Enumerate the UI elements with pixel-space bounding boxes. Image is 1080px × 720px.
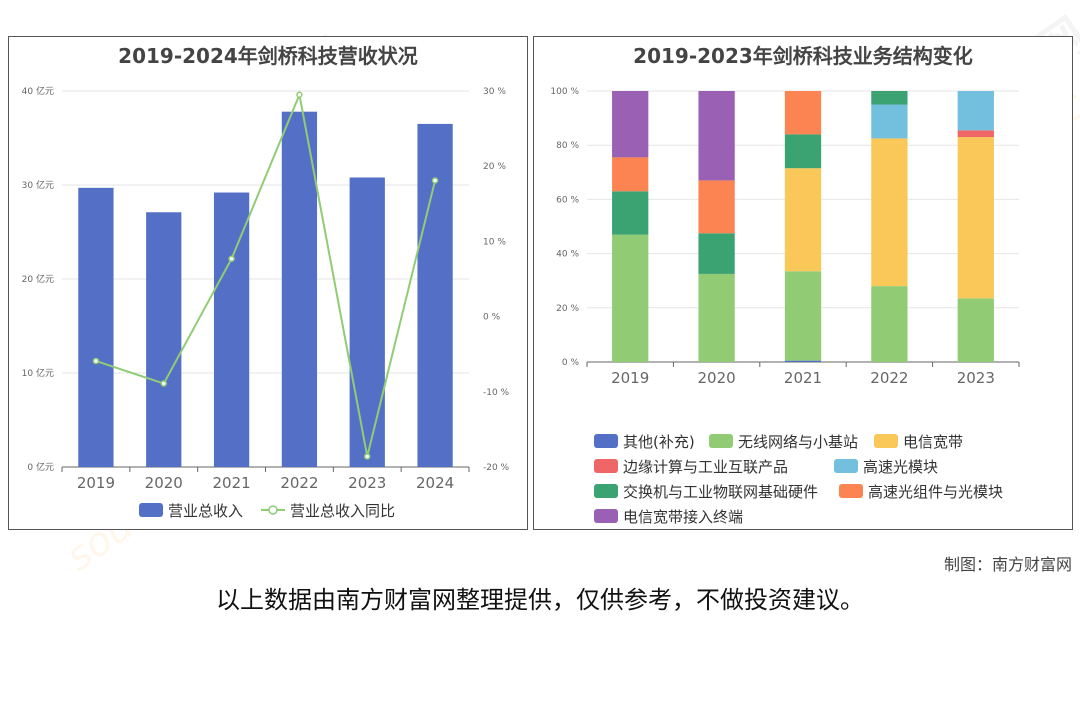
structure-chart: 0 % 20 % 40 % 60 % 80 % 100 % 2019 2020 2021 2022…	[550, 87, 1020, 526]
line-point	[92, 357, 100, 365]
stack-segment	[612, 234, 649, 362]
bar-revenue	[281, 111, 318, 468]
bar-revenue	[146, 212, 182, 467]
line-point	[431, 177, 439, 184]
line-point	[364, 453, 371, 460]
stack-segment	[784, 360, 822, 362]
legend-label: 其他(补充)	[623, 433, 695, 451]
structure-chart-title: 2019-2023年剑桥科技业务结构变化	[633, 44, 973, 68]
stack-segment	[698, 180, 735, 234]
y-tick-label: 80 %	[556, 141, 579, 151]
legend-swatch	[594, 484, 618, 498]
bar-revenue	[78, 187, 114, 467]
legend-swatch	[874, 434, 898, 448]
y-tick-label: 20 %	[556, 304, 579, 314]
disclaimer-text: 以上数据由南方财富网整理提供，仅供参考，不做投资建议。	[216, 586, 864, 614]
stack-segment	[784, 91, 822, 135]
x-tick-label: 2023	[957, 369, 995, 387]
legend-label: 营业总收入	[168, 502, 243, 520]
y-tick-label: 0 %	[562, 358, 580, 368]
legend-swatch	[594, 459, 618, 473]
x-tick-label: 2020	[145, 474, 183, 492]
y2-tick-label: 20 %	[483, 162, 506, 172]
stack-segment	[784, 271, 822, 361]
y-tick-label: 60 %	[556, 195, 579, 205]
stack-segment	[612, 191, 649, 235]
y-tick-label: 100 %	[550, 87, 579, 97]
stack-segment	[957, 137, 994, 299]
stack-segment	[612, 91, 649, 158]
legend-swatch	[839, 484, 863, 498]
y2-tick-label: -20 %	[483, 463, 510, 473]
stack-segment	[784, 168, 822, 272]
x-tick-label: 2023	[348, 474, 386, 492]
line-yoy	[95, 91, 437, 457]
legend-swatch	[594, 434, 618, 448]
y2-tick-label: -10 %	[483, 388, 510, 398]
stack-segment	[612, 157, 649, 192]
legend-label: 营业总收入同比	[290, 502, 395, 520]
stack-segment	[957, 298, 994, 362]
y-tick-label: 40 亿元	[22, 85, 54, 97]
x-tick-label: 2020	[698, 369, 736, 387]
legend-swatch	[709, 434, 733, 448]
legend-swatch	[834, 459, 858, 473]
y2-tick-label: 10 %	[483, 237, 506, 247]
x-tick-label: 2019	[77, 474, 115, 492]
stack-segment	[784, 134, 822, 169]
chart-credit: 制图：南方财富网	[943, 555, 1072, 574]
x-tick-label: 2024	[416, 474, 454, 492]
y-tick-label: 40 %	[556, 250, 579, 260]
stack-segment	[698, 91, 735, 181]
line-point	[296, 91, 303, 99]
stack-segment	[871, 286, 908, 362]
bar-revenue	[417, 123, 453, 468]
stack-segment	[871, 91, 908, 105]
legend-label: 交换机与工业物联网基础硬件	[623, 483, 818, 501]
legend-label: 无线网络与小基站	[738, 433, 858, 451]
legend-label: 边缘计算与工业互联产品	[623, 458, 788, 476]
x-tick-label: 2019	[611, 369, 649, 387]
y2-tick-label: 0 %	[483, 313, 501, 323]
legend-label: 高速光模块	[863, 458, 938, 476]
legend-swatch-revenue	[139, 503, 163, 517]
legend-label: 高速光组件与光模块	[868, 483, 1003, 501]
line-point	[228, 255, 235, 262]
x-tick-label: 2022	[280, 474, 318, 492]
x-tick-label: 2021	[784, 369, 822, 387]
bar-revenue	[213, 192, 250, 467]
y-tick-label: 20 亿元	[22, 273, 54, 285]
line-point	[160, 380, 167, 387]
bar-revenue	[349, 177, 385, 468]
legend-swatch-yoy-point	[268, 505, 278, 515]
stack-segment	[871, 104, 908, 139]
stack-segment	[957, 91, 994, 131]
stack-segment	[698, 233, 735, 274]
y-tick-label: 0 亿元	[27, 461, 54, 473]
y-tick-label: 10 亿元	[22, 367, 54, 379]
y-tick-label: 30 亿元	[22, 179, 54, 191]
revenue-chart: 0 亿元 10 亿元 20 亿元 30 亿元 40 亿元 -20 % -10 % 0 % 10 …	[22, 85, 510, 520]
legend-label: 电信宽带	[903, 433, 963, 451]
revenue-chart-title: 2019-2024年剑桥科技营收状况	[118, 44, 418, 68]
stack-segment	[957, 130, 994, 138]
legend-label: 电信宽带接入终端	[623, 508, 743, 526]
x-tick-label: 2022	[870, 369, 908, 387]
y2-tick-label: 30 %	[483, 87, 506, 97]
revenue-chart-panel: 0 亿元 10 亿元 20 亿元 30 亿元 40 亿元 -20 % -10 % 0 % 10 …	[8, 36, 528, 530]
stack-segment	[698, 273, 735, 362]
legend-swatch	[594, 509, 618, 523]
x-tick-label: 2021	[212, 474, 250, 492]
stack-segment	[871, 138, 908, 287]
structure-chart-panel: 0 % 20 % 40 % 60 % 80 % 100 % 2019 2020 2021 2022…	[533, 36, 1073, 530]
